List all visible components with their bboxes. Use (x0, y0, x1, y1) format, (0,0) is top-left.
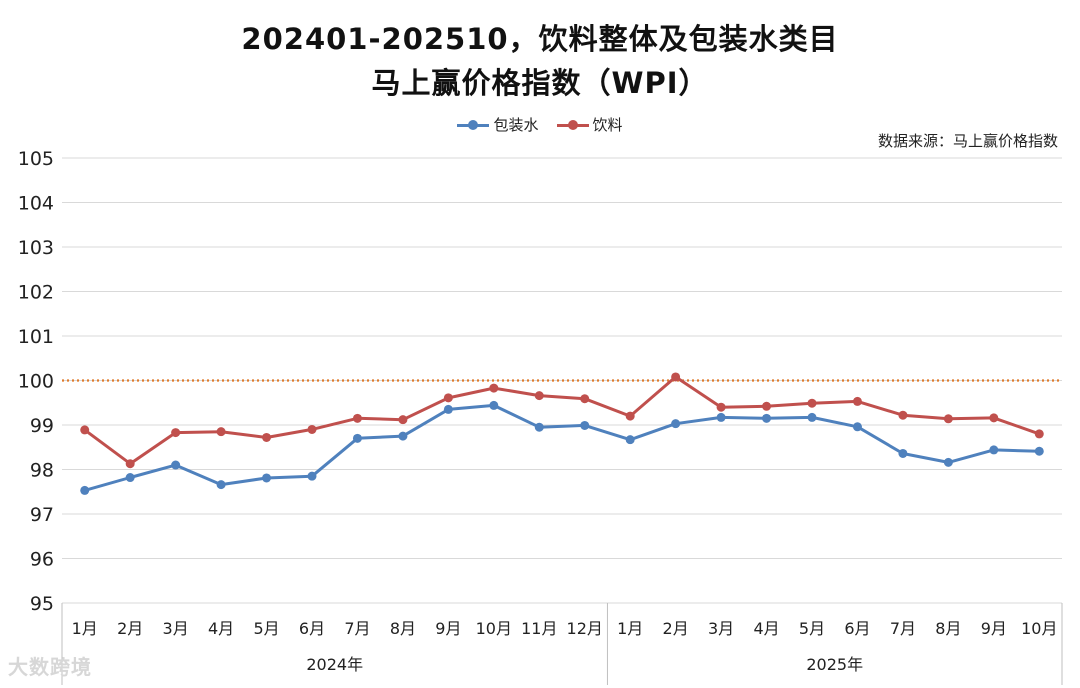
x-tick-label: 9月 (981, 619, 1007, 638)
data-point-packaged-water (1034, 446, 1044, 456)
x-tick-label: 10月 (1021, 619, 1057, 638)
x-tick-label: 2月 (663, 619, 689, 638)
y-tick-label: 101 (18, 326, 54, 348)
data-point-packaged-water (262, 473, 272, 483)
x-tick-label: 8月 (390, 619, 416, 638)
data-point-beverages (580, 394, 590, 404)
data-point-beverages (352, 413, 362, 423)
data-point-beverages (80, 425, 90, 435)
data-point-packaged-water (534, 422, 544, 432)
data-point-beverages (852, 396, 862, 406)
data-point-beverages (762, 401, 772, 411)
data-point-packaged-water (989, 445, 999, 455)
x-year-label: 2025年 (806, 655, 863, 674)
data-point-beverages (943, 414, 953, 424)
x-tick-label: 8月 (935, 619, 961, 638)
y-tick-label: 99 (30, 415, 54, 437)
data-point-beverages (125, 459, 135, 469)
data-point-packaged-water (943, 457, 953, 467)
data-point-beverages (443, 393, 453, 403)
data-point-beverages (216, 427, 226, 437)
data-point-packaged-water (762, 413, 772, 423)
series-line-packaged-water (84, 403, 1040, 492)
data-point-packaged-water (398, 431, 408, 441)
chart-title-line-1: 202401-202510，饮料整体及包装水类目 (241, 22, 839, 56)
y-tick-label: 95 (30, 593, 54, 615)
data-point-packaged-water (625, 435, 635, 445)
x-tick-label: 9月 (435, 619, 461, 638)
data-point-packaged-water (807, 412, 817, 422)
y-tick-label: 98 (30, 460, 54, 482)
data-point-packaged-water (171, 460, 181, 470)
data-point-beverages (398, 415, 408, 425)
data-point-packaged-water (80, 485, 90, 495)
y-tick-label: 100 (18, 371, 54, 393)
data-point-packaged-water (443, 404, 453, 414)
data-point-beverages (716, 402, 726, 412)
data-point-packaged-water (580, 420, 590, 430)
data-point-beverages (807, 398, 817, 408)
data-point-packaged-water (489, 400, 499, 410)
data-point-packaged-water (307, 471, 317, 481)
data-point-beverages (898, 410, 908, 420)
data-point-beverages (625, 411, 635, 421)
data-point-beverages (171, 428, 181, 438)
legend-item-packaged-water: 包装水 (457, 114, 539, 135)
data-point-packaged-water (852, 422, 862, 432)
data-point-packaged-water (671, 419, 681, 429)
x-tick-label: 7月 (890, 619, 916, 638)
data-point-beverages (1034, 429, 1044, 439)
y-tick-label: 97 (30, 504, 54, 526)
data-point-beverages (989, 413, 999, 423)
data-point-beverages (671, 372, 681, 382)
legend-swatch-beverages (556, 119, 589, 131)
data-point-beverages (307, 424, 317, 434)
y-tick-label: 102 (18, 282, 54, 304)
x-tick-label: 7月 (344, 619, 370, 638)
y-tick-label: 105 (18, 148, 54, 170)
x-tick-label: 11月 (521, 619, 557, 638)
x-tick-label: 5月 (253, 619, 279, 638)
x-tick-label: 3月 (708, 619, 734, 638)
legend-label-packaged-water: 包装水 (493, 116, 539, 134)
chart-legend: 包装水 饮料 (0, 114, 1080, 135)
legend-swatch-packaged-water (457, 119, 490, 131)
x-tick-label: 6月 (299, 619, 325, 638)
legend-label-beverages: 饮料 (592, 116, 623, 134)
data-point-packaged-water (898, 448, 908, 458)
watermark: 大数跨境 (8, 655, 92, 679)
data-point-packaged-water (125, 473, 135, 483)
data-point-packaged-water (352, 433, 362, 443)
x-tick-label: 12月 (567, 619, 603, 638)
x-tick-label: 3月 (163, 619, 189, 638)
x-tick-label: 10月 (476, 619, 512, 638)
y-tick-label: 96 (30, 549, 54, 571)
legend-item-beverages: 饮料 (556, 114, 623, 135)
x-tick-label: 1月 (72, 619, 98, 638)
x-tick-label: 2月 (117, 619, 143, 638)
y-tick-label: 104 (18, 193, 54, 215)
series-line-beverages (83, 375, 1040, 466)
data-point-beverages (489, 383, 499, 393)
x-tick-label: 1月 (617, 619, 643, 638)
data-point-packaged-water (216, 480, 226, 490)
data-point-beverages (534, 391, 544, 401)
x-tick-label: 5月 (799, 619, 825, 638)
x-year-label: 2024年 (306, 655, 363, 674)
x-tick-label: 6月 (844, 619, 870, 638)
y-tick-label: 103 (18, 237, 54, 259)
data-point-packaged-water (716, 412, 726, 422)
x-tick-label: 4月 (753, 619, 779, 638)
data-source-note: 数据来源：马上赢价格指数 (877, 132, 1058, 150)
chart-title-line-2: 马上赢价格指数（WPI） (371, 66, 709, 100)
data-point-beverages (262, 432, 272, 442)
x-tick-label: 4月 (208, 619, 234, 638)
